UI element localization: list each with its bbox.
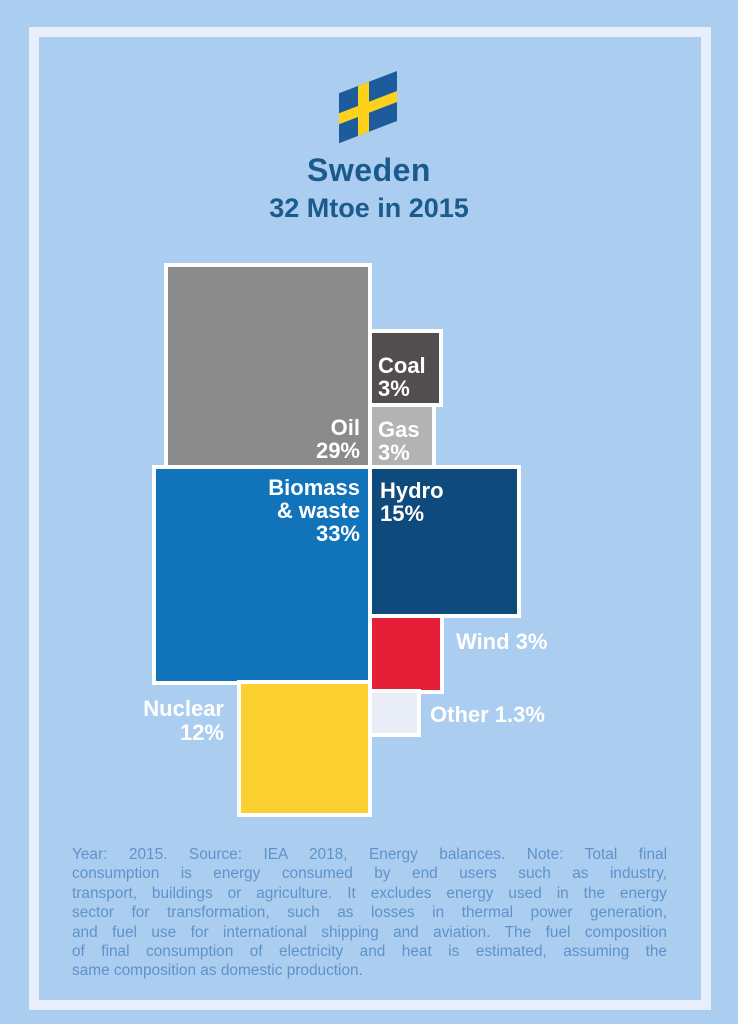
biomass-label-line: & waste: [276, 498, 360, 523]
source-note-line: of final consumption of electricity and …: [72, 943, 667, 961]
gas-label: Gas 3%: [372, 407, 432, 467]
treemap-block-nuclear: [237, 680, 372, 817]
source-note-line: consumption is energy consumed by end us…: [72, 865, 667, 883]
sweden-flag-icon: [339, 71, 397, 144]
nuclear-label-line: 12%: [179, 720, 224, 745]
oil-label: Oil 29%: [168, 267, 368, 466]
source-note-line: and fuel use for international shipping …: [72, 923, 667, 941]
source-note: Year: 2015. Source: IEA 2018, Energy bal…: [72, 845, 667, 981]
coal-label-line: 3%: [378, 376, 410, 401]
page-subtitle: 32 Mtoe in 2015: [269, 193, 469, 223]
source-note-line: same composition as domestic production.: [72, 962, 363, 980]
hydro-label-line: 15%: [380, 501, 425, 526]
treemap-block-gas: Gas 3%: [368, 403, 436, 471]
biomass-label: Biomass & waste 33%: [156, 469, 368, 681]
oil-label-line: Oil: [330, 415, 360, 440]
gas-label-line: 3%: [378, 440, 410, 465]
coal-label-line: Coal: [378, 353, 426, 378]
gas-label-line: Gas: [378, 417, 420, 442]
treemap-block-wind: [368, 614, 444, 694]
source-note-line: Year: 2015. Source: IEA 2018, Energy bal…: [72, 846, 667, 863]
source-note-line: sector for transformation, such as losse…: [72, 904, 667, 922]
hydro-label: Hydro 15%: [372, 469, 517, 614]
treemap-block-oil: Oil 29%: [164, 263, 372, 470]
biomass-label-line: 33%: [315, 521, 360, 546]
nuclear-label-line: Nuclear: [143, 696, 224, 721]
hydro-label-line: Hydro: [380, 478, 444, 503]
nuclear-label: Nuclear 12%: [143, 697, 224, 745]
other-label: Other 1.3%: [430, 702, 545, 727]
wind-label: Wind 3%: [456, 629, 548, 654]
coal-label: Coal 3%: [372, 333, 439, 403]
oil-label-line: 29%: [315, 438, 360, 463]
treemap-block-other: [368, 689, 421, 737]
page-title: Sweden: [307, 152, 431, 188]
biomass-label-line: Biomass: [268, 475, 360, 500]
treemap-block-coal: Coal 3%: [368, 329, 443, 407]
source-note-line: transport, buildings or agriculture. It …: [72, 884, 667, 902]
treemap-block-biomass: Biomass & waste 33%: [152, 465, 372, 685]
treemap-block-hydro: Hydro 15%: [368, 465, 521, 618]
